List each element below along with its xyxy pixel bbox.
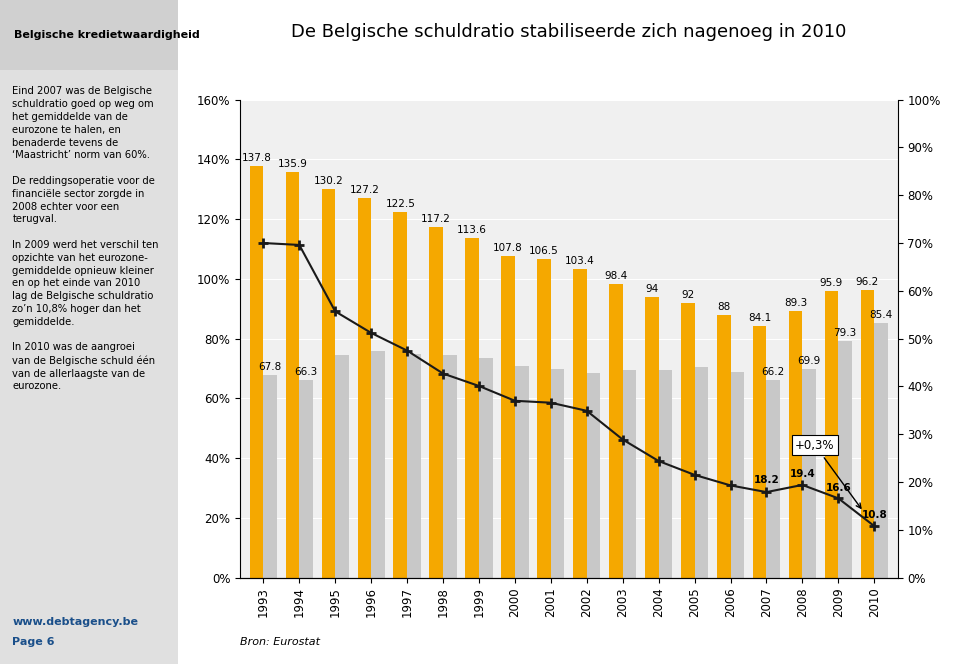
Text: 122.5: 122.5 (385, 199, 416, 208)
Text: 92: 92 (681, 290, 694, 300)
Bar (753, 327, 766, 578)
Bar (551, 369, 564, 578)
Text: Page 6: Page 6 (12, 637, 55, 647)
Bar (515, 366, 529, 578)
Bar (645, 297, 659, 578)
Bar (681, 303, 695, 578)
Bar (659, 370, 672, 578)
Text: 10.8: 10.8 (861, 511, 887, 521)
Bar (838, 341, 852, 578)
Bar (394, 212, 407, 578)
Text: 127.2: 127.2 (349, 185, 379, 195)
Bar (538, 260, 551, 578)
Text: Bron: Eurostat: Bron: Eurostat (240, 637, 320, 647)
Text: 79.3: 79.3 (833, 328, 856, 338)
Text: Eind 2007 was de Belgische
schuldratio goed op weg om
het gemiddelde van de
euro: Eind 2007 was de Belgische schuldratio g… (12, 86, 159, 391)
Bar (407, 353, 420, 578)
Bar (803, 369, 816, 578)
Bar (789, 311, 803, 578)
Bar (623, 370, 636, 578)
Text: 89.3: 89.3 (784, 298, 807, 308)
Bar (860, 290, 875, 578)
Text: 98.4: 98.4 (604, 271, 628, 281)
Text: 16.6: 16.6 (826, 483, 852, 493)
Text: 88: 88 (717, 301, 731, 311)
Text: 18.2: 18.2 (754, 475, 780, 485)
Text: 85.4: 85.4 (870, 309, 893, 319)
Bar (479, 358, 492, 578)
Text: De Belgische schuldratio stabiliseerde zich nagenoeg in 2010: De Belgische schuldratio stabiliseerde z… (291, 23, 847, 41)
Bar (731, 373, 744, 578)
Bar (609, 284, 623, 578)
Bar (466, 238, 479, 578)
Text: 95.9: 95.9 (820, 278, 843, 288)
Text: 103.4: 103.4 (565, 256, 595, 266)
Text: 107.8: 107.8 (493, 242, 523, 252)
Bar (300, 380, 313, 578)
Bar (443, 355, 457, 578)
Text: Belgische kredietwaardigheid: Belgische kredietwaardigheid (14, 30, 200, 40)
Text: 106.5: 106.5 (529, 246, 559, 256)
Text: 67.8: 67.8 (258, 362, 282, 372)
Text: 94: 94 (645, 284, 659, 293)
Text: 135.9: 135.9 (277, 159, 307, 169)
Bar (322, 189, 335, 578)
Bar (717, 315, 731, 578)
Bar (695, 367, 708, 578)
Text: 137.8: 137.8 (242, 153, 272, 163)
Text: +0,3%: +0,3% (795, 439, 861, 508)
Bar (286, 171, 300, 578)
Text: 19.4: 19.4 (789, 469, 815, 479)
Bar (335, 355, 348, 578)
Text: 130.2: 130.2 (314, 176, 344, 186)
Bar (357, 198, 372, 578)
Bar (587, 373, 600, 578)
Text: www.debtagency.be: www.debtagency.be (12, 618, 138, 627)
Text: 66.3: 66.3 (295, 367, 318, 376)
Bar (263, 375, 277, 578)
Text: 96.2: 96.2 (855, 278, 879, 288)
Bar (825, 291, 838, 578)
Text: 117.2: 117.2 (421, 214, 451, 224)
Bar (573, 269, 587, 578)
Text: 84.1: 84.1 (748, 313, 771, 323)
Bar (766, 380, 780, 578)
Text: 69.9: 69.9 (798, 356, 821, 366)
Text: 66.2: 66.2 (761, 367, 785, 377)
Bar (372, 351, 385, 578)
Bar (429, 228, 443, 578)
Bar (250, 166, 263, 578)
Bar (501, 256, 515, 578)
Bar (875, 323, 888, 578)
Text: 113.6: 113.6 (457, 225, 487, 235)
